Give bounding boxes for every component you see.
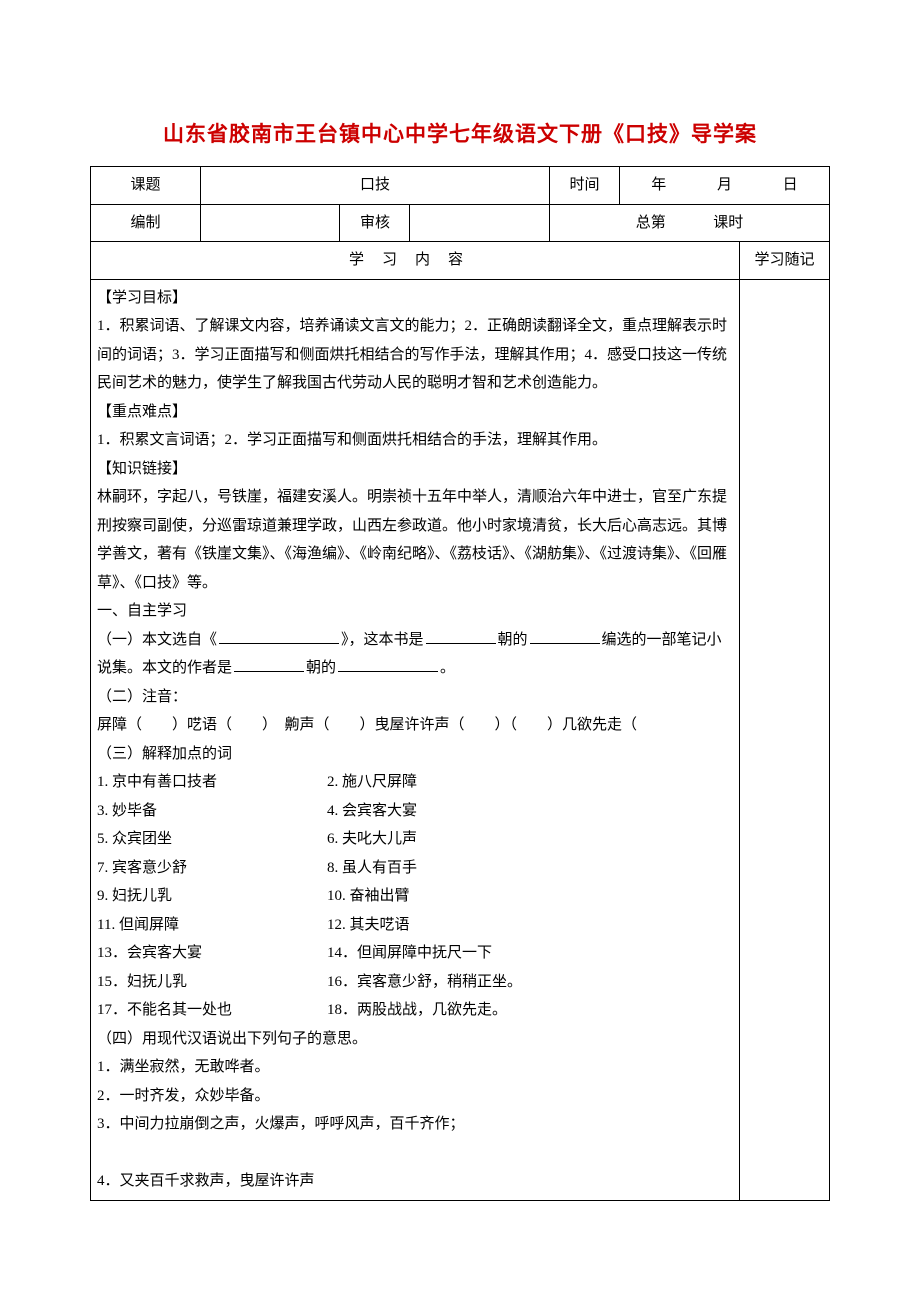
- topic-label: 课题: [91, 167, 201, 205]
- pair-right: 18．两股战战，几欲先走。: [327, 996, 733, 1025]
- q1e: 朝的: [306, 660, 336, 676]
- year-label: 年: [651, 171, 666, 200]
- pair-left: 7. 宾客意少舒: [97, 854, 327, 883]
- word-pair-row: 15．妇抚儿乳16．宾客意少舒，稍稍正坐。: [97, 968, 733, 997]
- translation-line: 4．又夹百千求救声，曳屋许许声: [97, 1167, 733, 1196]
- word-pair-row: 3. 妙毕备4. 会宾客大宴: [97, 797, 733, 826]
- focus-heading: 【重点难点】: [97, 398, 733, 427]
- link-heading: 【知识链接】: [97, 455, 733, 484]
- goal-heading: 【学习目标】: [97, 284, 733, 313]
- q1b: 》，这本书是: [341, 632, 424, 648]
- pair-right: 2. 施八尺屏障: [327, 768, 733, 797]
- question-3: （三）解释加点的词: [97, 740, 733, 769]
- question-2: （二）注音：: [97, 683, 733, 712]
- blank[interactable]: [234, 657, 304, 672]
- pair-right: 14．但闻屏障中抚尺一下: [327, 939, 733, 968]
- month-label: 月: [717, 171, 732, 200]
- author-label: 编制: [91, 204, 201, 242]
- question-4: （四）用现代汉语说出下列句子的意思。: [97, 1025, 733, 1054]
- worksheet-table: 课题 口技 时间 年 月 日 编制 审核 总第 课时 学习内容 学习随记 【学习…: [90, 166, 830, 1201]
- day-label: 日: [783, 171, 798, 200]
- review-label: 审核: [340, 204, 410, 242]
- header-row-1: 课题 口技 时间 年 月 日: [91, 167, 830, 205]
- pair-left: 5. 众宾团坐: [97, 825, 327, 854]
- word-pair-row: 5. 众宾团坐6. 夫叱大儿声: [97, 825, 733, 854]
- pair-right: 6. 夫叱大儿声: [327, 825, 733, 854]
- word-pairs: 1. 京中有善口技者2. 施八尺屏障3. 妙毕备4. 会宾客大宴5. 众宾团坐6…: [97, 768, 733, 1025]
- total-prefix: 总第: [636, 215, 666, 231]
- q1f: 。: [440, 660, 455, 676]
- header-row-2: 编制 审核 总第 课时: [91, 204, 830, 242]
- page-title: 山东省胶南市王台镇中心中学七年级语文下册《口技》导学案: [90, 118, 830, 148]
- word-pair-row: 1. 京中有善口技者2. 施八尺屏障: [97, 768, 733, 797]
- question-2-body: 屏障（ ）呓语（ ） 齁声（ ）曳屋许许声（ ）（ ）几欲先走（: [97, 711, 733, 740]
- pair-left: 13．会宾客大宴: [97, 939, 327, 968]
- pair-left: 1. 京中有善口技者: [97, 768, 327, 797]
- word-pair-row: 7. 宾客意少舒8. 虽人有百手: [97, 854, 733, 883]
- review-value: [410, 204, 549, 242]
- word-pair-row: 11. 但闻屏障12. 其夫呓语: [97, 911, 733, 940]
- lesson-suffix: 课时: [713, 215, 743, 231]
- link-body: 林嗣环，字起八，号铁崖，福建安溪人。明崇祯十五年中举人，清顺治六年中进士，官至广…: [97, 483, 733, 597]
- blank[interactable]: [338, 657, 438, 672]
- word-pair-row: 9. 妇抚儿乳10. 奋袖出臂: [97, 882, 733, 911]
- word-pair-row: 17．不能名其一处也18．两股战战，几欲先走。: [97, 996, 733, 1025]
- pair-left: 3. 妙毕备: [97, 797, 327, 826]
- notes-column[interactable]: [739, 279, 829, 1200]
- lesson-count: 总第 课时: [549, 204, 829, 242]
- translation-line: 3．中间力拉崩倒之声，火爆声，呼呼风声，百千齐作；: [97, 1110, 733, 1139]
- blank[interactable]: [426, 629, 496, 644]
- question-1: （一）本文选自《》，这本书是朝的编选的一部笔记小说集。本文的作者是朝的。: [97, 626, 733, 683]
- pair-left: 17．不能名其一处也: [97, 996, 327, 1025]
- q1a: （一）本文选自《: [97, 632, 217, 648]
- self-study-heading: 一、自主学习: [97, 597, 733, 626]
- translation-line: 2．一时齐发，众妙毕备。: [97, 1082, 733, 1111]
- content-body: 【学习目标】 1．积累词语、了解课文内容，培养诵读文言文的能力；2．正确朗读翻译…: [91, 279, 740, 1200]
- pair-left: 11. 但闻屏障: [97, 911, 327, 940]
- pair-right: 4. 会宾客大宴: [327, 797, 733, 826]
- header-row-3: 学习内容 学习随记: [91, 242, 830, 280]
- notes-header: 学习随记: [739, 242, 829, 280]
- author-value: [201, 204, 340, 242]
- pair-right: 16．宾客意少舒，稍稍正坐。: [327, 968, 733, 997]
- time-label: 时间: [549, 167, 619, 205]
- translation-line: [97, 1139, 733, 1168]
- q1c: 朝的: [498, 632, 528, 648]
- pair-right: 8. 虽人有百手: [327, 854, 733, 883]
- translation-lines: 1．满坐寂然，无敢哗者。2．一时齐发，众妙毕备。3．中间力拉崩倒之声，火爆声，呼…: [97, 1053, 733, 1196]
- pair-right: 10. 奋袖出臂: [327, 882, 733, 911]
- pair-left: 15．妇抚儿乳: [97, 968, 327, 997]
- blank[interactable]: [530, 629, 600, 644]
- blank[interactable]: [219, 629, 339, 644]
- pair-left: 9. 妇抚儿乳: [97, 882, 327, 911]
- translation-line: 1．满坐寂然，无敢哗者。: [97, 1053, 733, 1082]
- goal-body: 1．积累词语、了解课文内容，培养诵读文言文的能力；2．正确朗读翻译全文，重点理解…: [97, 312, 733, 398]
- date-cell: 年 月 日: [619, 167, 829, 205]
- pair-right: 12. 其夫呓语: [327, 911, 733, 940]
- focus-body: 1．积累文言词语；2．学习正面描写和侧面烘托相结合的手法，理解其作用。: [97, 426, 733, 455]
- content-header: 学习内容: [91, 242, 740, 280]
- body-row: 【学习目标】 1．积累词语、了解课文内容，培养诵读文言文的能力；2．正确朗读翻译…: [91, 279, 830, 1200]
- word-pair-row: 13．会宾客大宴14．但闻屏障中抚尺一下: [97, 939, 733, 968]
- topic-value: 口技: [201, 167, 550, 205]
